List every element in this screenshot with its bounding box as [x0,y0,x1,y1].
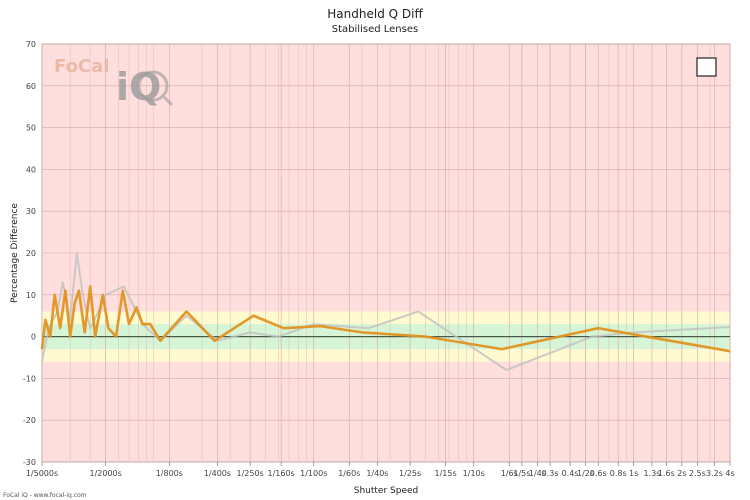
x-tick-label: 4s [725,469,734,478]
x-tick-label: 1/6s [501,469,518,478]
y-tick-label: 30 [26,207,36,216]
x-tick-label: 1/800s [156,469,183,478]
y-axis-label: Percentage Difference [10,203,20,303]
x-tick-label: 1/400s [204,469,231,478]
y-tick-label: -30 [23,458,36,467]
x-tick-label: 2s [677,469,686,478]
x-tick-label: 1/4s [529,469,546,478]
x-tick-label: 1/25s [399,469,421,478]
x-tick-label: 1/5s [513,469,530,478]
y-tick-labels: -30 -20 -10 0 10 20 30 40 50 60 70 [23,40,36,467]
x-tick-label: 0.3s [542,469,559,478]
magnifier-handle [162,95,174,107]
y-tick-label: 60 [26,82,36,91]
x-tick-label: 1/15s [435,469,457,478]
x-tick-label: 1/160s [268,469,295,478]
y-tick-label: 50 [26,124,36,133]
x-tick-label: 1/10s [463,469,485,478]
footer-text: FoCal iQ - www.focal-iq.com [3,492,87,499]
series-line-1 [40,285,731,353]
focal-iq-watermark: FoCal iQ [54,56,174,109]
x-tick-label: 1/2000s [89,469,121,478]
x-tick-labels: 1/5000s 1/2000s 1/800s 1/400s 1/250s 1/160s 1/… [26,469,735,478]
chart-subtitle: Stabilised Lenses [332,24,418,35]
x-tick-label: 3.2s [706,469,723,478]
y-tick-label: 40 [26,165,36,174]
x-tick-label: 1/40s [366,469,388,478]
x-tick-label: 1/5000s [26,469,58,478]
x-tick-label: 1/250s [236,469,263,478]
x-tick-label: 0.6s [590,469,607,478]
x-tick-label: 1.3s [643,469,660,478]
x-tick-label: 1s [629,469,638,478]
legend-checkbox[interactable] [696,57,717,77]
x-tick-label: 1.6s [658,469,675,478]
x-tick-label: 1/60s [338,469,360,478]
y-tick-label: -10 [23,374,36,383]
y-tick-label: -20 [23,416,36,425]
chart-title: Handheld Q Diff [327,7,423,21]
magnifier-icon [137,70,169,102]
y-tick-label: 10 [26,291,36,300]
x-tick-label: 1/2s [577,469,594,478]
x-tick-label: 2.5s [689,469,706,478]
y-tick-label: 0 [31,333,36,342]
x-tick-label: 0.8s [610,469,627,478]
x-axis-label: Shutter Speed [354,486,419,496]
y-tick-label: 70 [26,40,36,49]
x-tick-label: 1/100s [300,469,327,478]
series-lines [40,252,731,371]
x-tick-label: 0.4s [562,469,579,478]
watermark-focal: FoCal [54,56,109,77]
y-tick-label: 20 [26,249,36,258]
